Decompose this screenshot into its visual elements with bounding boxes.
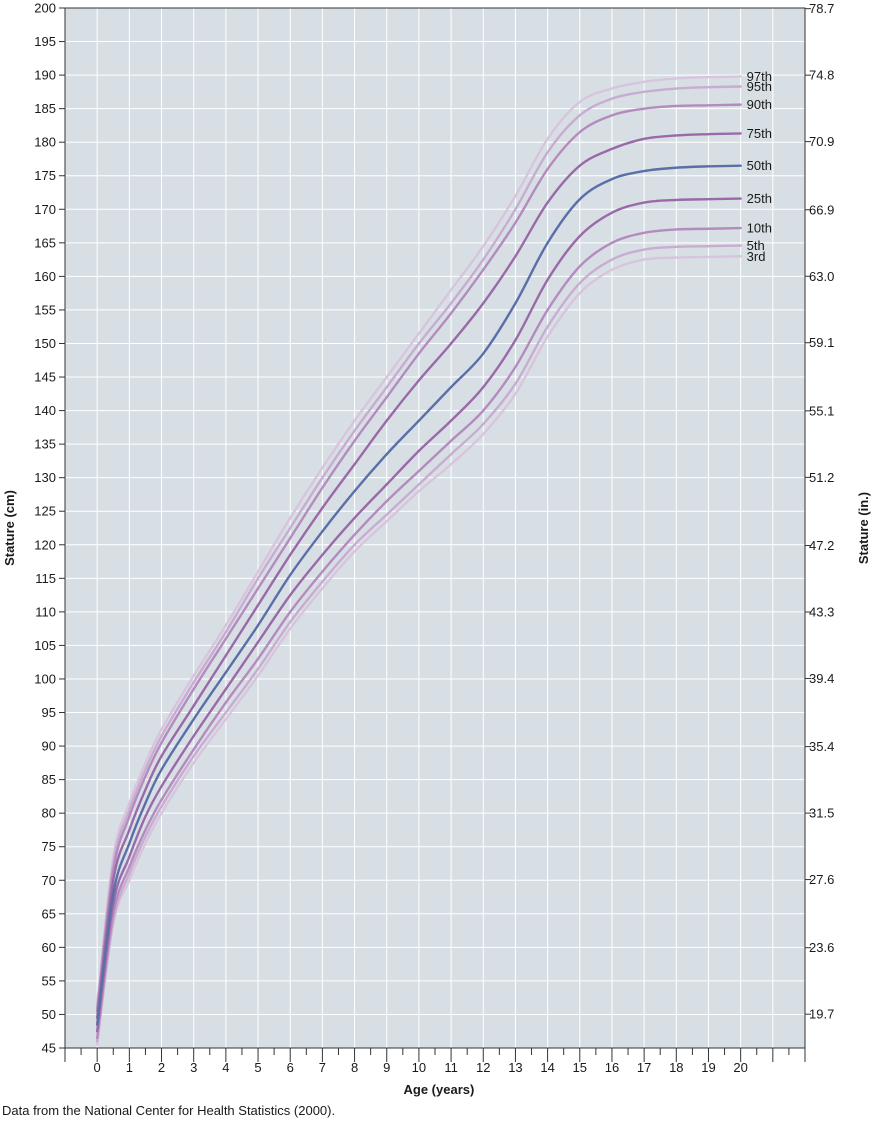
x-tick-label: 18 (669, 1060, 683, 1075)
series-line-50th (95, 164, 742, 1026)
x-tick-label: 2 (158, 1060, 165, 1075)
y-tick-label: 180 (34, 135, 56, 150)
x-tick-label: 13 (508, 1060, 522, 1075)
y-tick-label: 100 (34, 671, 56, 686)
y-tick-label-right: 27.6 (809, 872, 834, 887)
y-tick-label: 115 (35, 571, 56, 586)
y-tick-label: 80 (42, 806, 56, 821)
y-tick-label-right: 55.1 (809, 403, 834, 418)
y-tick-label: 60 (42, 940, 56, 955)
axes: 2001951901851801751701651601551501451401… (34, 1, 834, 1076)
x-tick-label: 3 (190, 1060, 197, 1075)
y-tick-label: 170 (34, 202, 56, 217)
series-line-3rd (95, 255, 742, 1046)
grid (65, 8, 805, 1048)
y-axis-title-right: Stature (in.) (856, 492, 871, 564)
series-label-50th: 50th (747, 158, 772, 173)
y-tick-label-right: 66.9 (809, 202, 834, 217)
x-axis-title: Age (years) (404, 1082, 475, 1097)
series-label-97th: 97th (747, 69, 772, 84)
x-tick-label: 8 (351, 1060, 358, 1075)
x-tick-label: 9 (383, 1060, 390, 1075)
y-tick-label: 140 (34, 403, 56, 418)
y-tick-label: 190 (34, 68, 56, 83)
y-tick-label: 70 (42, 873, 56, 888)
y-tick-label-right: 59.1 (809, 335, 834, 350)
series-line-10th (95, 226, 742, 1040)
series-line-95th (95, 85, 742, 1009)
series-label-75th: 75th (747, 126, 772, 141)
x-tick-label: 1 (126, 1060, 133, 1075)
x-tick-label: 4 (222, 1060, 229, 1075)
series-line-97th (95, 75, 742, 1006)
x-tick-label: 10 (412, 1060, 426, 1075)
x-tick-label: 16 (605, 1060, 619, 1075)
y-tick-label-right: 23.6 (809, 940, 834, 955)
y-tick-label: 65 (42, 906, 56, 921)
y-tick-label: 200 (34, 1, 56, 16)
y-tick-label-right: 63.0 (809, 269, 834, 284)
series-line-5th (95, 244, 742, 1043)
y-tick-label: 125 (34, 504, 56, 519)
y-tick-label-right: 19.7 (809, 1007, 834, 1022)
series-line-75th (95, 132, 742, 1020)
series-label-5th: 5th (747, 238, 765, 253)
y-tick-label-right: 35.4 (809, 739, 834, 754)
y-tick-label-right: 43.3 (809, 604, 834, 619)
y-tick-label: 155 (34, 302, 56, 317)
y-tick-label-right: 51.2 (809, 470, 834, 485)
y-tick-label: 95 (42, 705, 56, 720)
y-tick-label-right: 74.8 (809, 68, 834, 83)
y-tick-label-right: 31.5 (809, 806, 834, 821)
x-tick-label: 15 (573, 1060, 587, 1075)
plot-area (65, 8, 805, 1048)
x-tick-label: 12 (476, 1060, 490, 1075)
x-tick-label: 6 (287, 1060, 294, 1075)
y-tick-label: 105 (34, 638, 56, 653)
series-label-10th: 10th (747, 221, 772, 236)
series-label-25th: 25th (747, 191, 772, 206)
y-tick-label: 145 (34, 370, 56, 385)
y-tick-label: 165 (34, 235, 56, 250)
x-tick-label: 5 (254, 1060, 261, 1075)
y-tick-label: 120 (34, 537, 56, 552)
source-note: Data from the National Center for Health… (2, 1103, 336, 1118)
series-line-90th (95, 103, 742, 1013)
x-tick-label: 20 (733, 1060, 747, 1075)
y-tick-label-right: 47.2 (809, 538, 834, 553)
y-tick-label-right: 70.9 (809, 134, 834, 149)
y-tick-label: 195 (34, 34, 56, 49)
y-tick-label: 130 (34, 470, 56, 485)
y-tick-label-right: 78.7 (809, 1, 834, 16)
series-line-25th (95, 197, 742, 1033)
x-tick-label: 14 (540, 1060, 554, 1075)
y-tick-label: 150 (34, 336, 56, 351)
x-tick-label: 19 (701, 1060, 715, 1075)
y-tick-label: 135 (34, 437, 56, 452)
y-tick-label: 185 (34, 101, 56, 116)
y-tick-label: 85 (42, 772, 56, 787)
y-axis-title-left: Stature (cm) (2, 490, 17, 566)
y-tick-label-right: 39.4 (809, 671, 834, 686)
y-tick-label: 90 (42, 739, 56, 754)
x-tick-label: 17 (637, 1060, 651, 1075)
y-tick-label: 45 (42, 1041, 56, 1056)
x-tick-label: 11 (444, 1060, 458, 1075)
y-tick-label: 50 (42, 1007, 56, 1022)
x-tick-label: 7 (319, 1060, 326, 1075)
y-tick-label: 110 (35, 604, 56, 619)
y-tick-label: 55 (42, 973, 56, 988)
y-tick-label: 160 (34, 269, 56, 284)
x-tick-label: 0 (94, 1060, 101, 1075)
series-label-90th: 90th (747, 97, 772, 112)
y-tick-label: 175 (34, 168, 56, 183)
series-label-95th: 95th (747, 79, 772, 94)
series-label-3rd: 3rd (747, 249, 766, 264)
y-tick-label: 75 (42, 839, 56, 854)
